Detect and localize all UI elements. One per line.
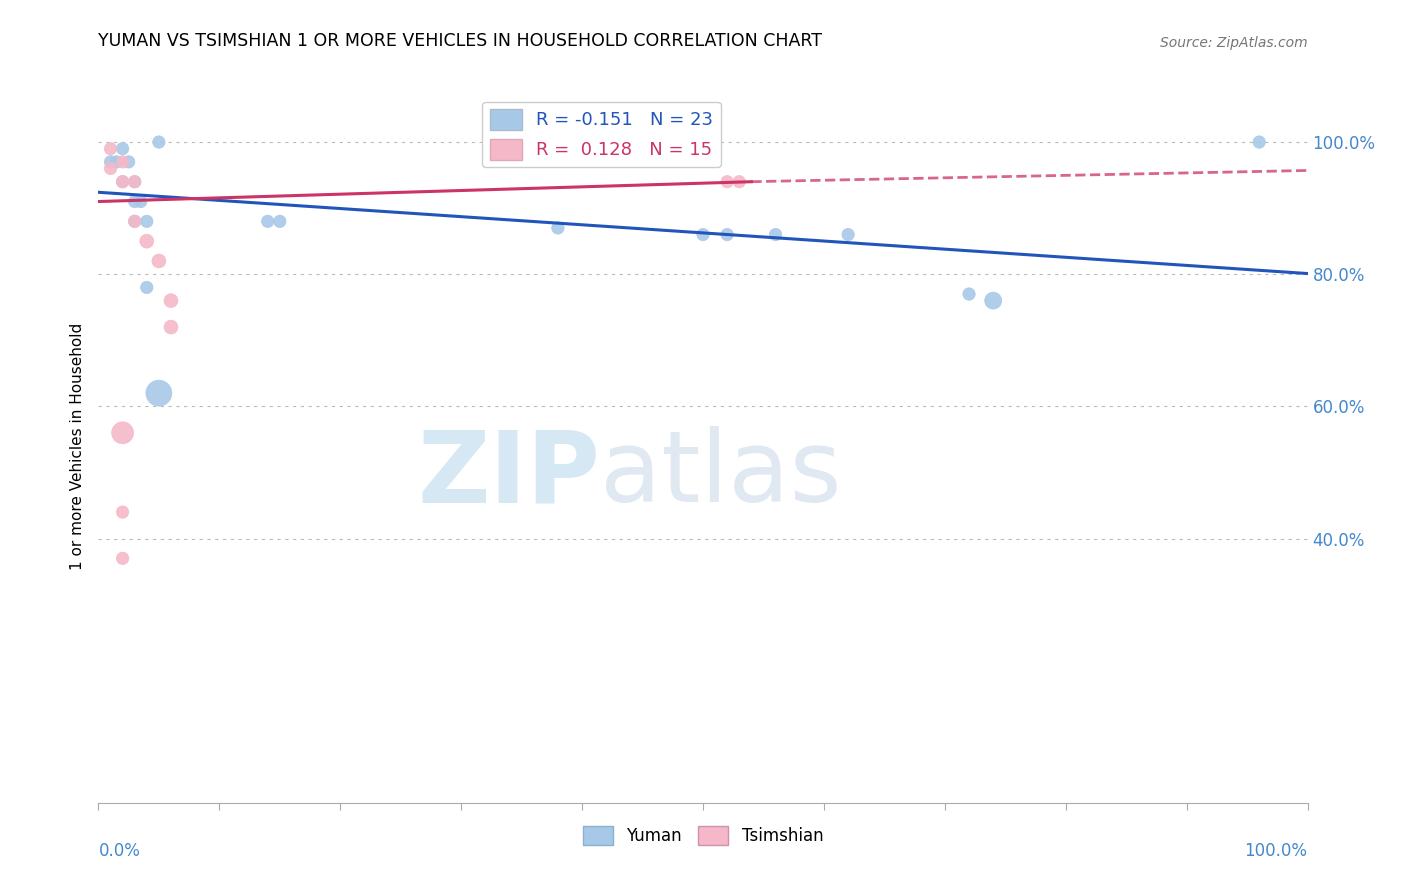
- Y-axis label: 1 or more Vehicles in Household: 1 or more Vehicles in Household: [69, 322, 84, 570]
- Point: [124, 214, 146, 228]
- Point: [124, 194, 146, 209]
- Point: [547, 221, 569, 235]
- Point: [716, 227, 738, 242]
- Point: [129, 194, 152, 209]
- Point: [111, 142, 134, 156]
- Point: [256, 214, 278, 228]
- Point: [111, 505, 134, 519]
- Point: [111, 175, 134, 189]
- Point: [148, 386, 170, 401]
- Text: 0.0%: 0.0%: [98, 842, 141, 860]
- Point: [148, 135, 170, 149]
- Text: ZIP: ZIP: [418, 426, 600, 523]
- Point: [135, 280, 157, 294]
- Text: Source: ZipAtlas.com: Source: ZipAtlas.com: [1160, 36, 1308, 50]
- Point: [124, 175, 146, 189]
- Point: [100, 161, 122, 176]
- Point: [135, 234, 157, 248]
- Point: [124, 175, 146, 189]
- Point: [269, 214, 291, 228]
- Point: [105, 154, 128, 169]
- Point: [135, 214, 157, 228]
- Point: [148, 254, 170, 268]
- Point: [957, 287, 980, 301]
- Legend: Yuman, Tsimshian: Yuman, Tsimshian: [576, 819, 830, 852]
- Text: atlas: atlas: [600, 426, 842, 523]
- Point: [981, 293, 1004, 308]
- Point: [1249, 135, 1271, 149]
- Point: [111, 175, 134, 189]
- Point: [100, 154, 122, 169]
- Point: [111, 154, 134, 169]
- Text: YUMAN VS TSIMSHIAN 1 OR MORE VEHICLES IN HOUSEHOLD CORRELATION CHART: YUMAN VS TSIMSHIAN 1 OR MORE VEHICLES IN…: [98, 32, 823, 50]
- Point: [160, 293, 183, 308]
- Point: [100, 142, 122, 156]
- Point: [692, 227, 714, 242]
- Point: [118, 154, 141, 169]
- Point: [160, 320, 183, 334]
- Point: [111, 425, 134, 440]
- Point: [111, 551, 134, 566]
- Point: [124, 214, 146, 228]
- Point: [837, 227, 859, 242]
- Point: [728, 175, 751, 189]
- Text: 100.0%: 100.0%: [1244, 842, 1308, 860]
- Point: [765, 227, 787, 242]
- Point: [716, 175, 738, 189]
